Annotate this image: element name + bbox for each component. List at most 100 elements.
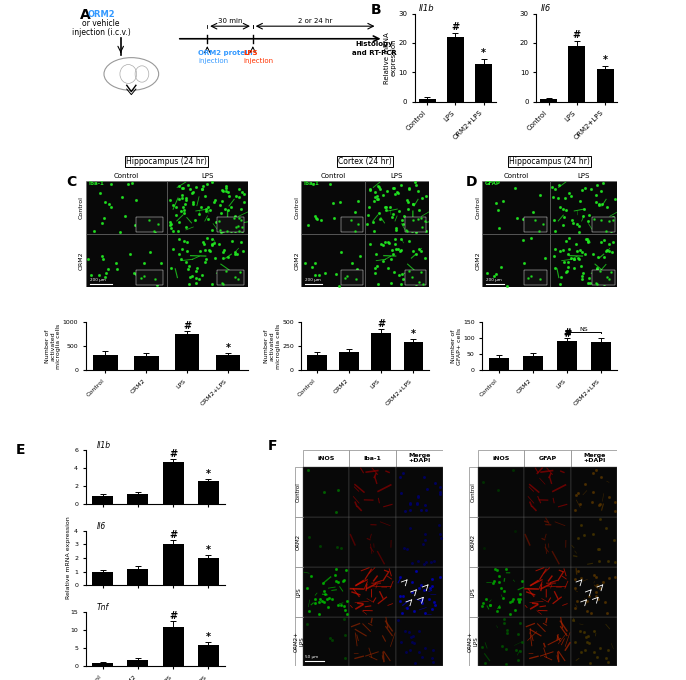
Point (375, 214, 386, 224)
Point (377, 256, 388, 267)
Point (184, 260, 195, 271)
Text: #: # (169, 611, 177, 622)
Point (554, 180, 565, 191)
Point (412, 268, 423, 279)
Point (401, 272, 412, 283)
Point (182, 180, 193, 191)
Point (495, 261, 506, 272)
Bar (550, 181, 617, 234)
Point (492, 564, 503, 575)
Bar (540, 99, 557, 102)
Point (216, 184, 227, 195)
Point (582, 216, 593, 227)
Bar (592, 217, 615, 232)
Point (549, 244, 560, 255)
Point (229, 272, 240, 283)
Point (600, 245, 611, 256)
Point (386, 254, 397, 265)
Point (176, 244, 187, 255)
Point (498, 585, 509, 596)
Point (335, 600, 346, 611)
Bar (163, 545, 184, 585)
Point (580, 233, 591, 244)
Point (409, 606, 420, 617)
Bar (349, 517, 396, 566)
Point (406, 217, 417, 228)
Point (394, 472, 405, 483)
Point (577, 274, 588, 285)
Point (409, 177, 420, 188)
Point (222, 187, 233, 198)
Text: 2 or 24 hr: 2 or 24 hr (298, 18, 332, 24)
Point (576, 246, 587, 257)
Point (310, 212, 321, 223)
Point (203, 201, 214, 212)
Point (321, 594, 332, 605)
Point (579, 183, 590, 194)
Text: #: # (563, 328, 571, 338)
Point (571, 245, 582, 256)
Point (560, 267, 571, 277)
Point (563, 248, 574, 259)
Text: Control: Control (78, 196, 83, 219)
Point (226, 226, 237, 237)
Point (220, 204, 230, 215)
Point (502, 280, 513, 291)
Text: #: # (573, 31, 581, 40)
Point (593, 594, 604, 605)
Point (375, 239, 386, 250)
Point (418, 277, 429, 288)
Bar (488, 358, 509, 371)
Point (582, 606, 593, 617)
Point (334, 280, 345, 291)
Point (576, 573, 587, 583)
Bar (524, 517, 571, 566)
Point (412, 498, 423, 509)
Point (573, 226, 584, 237)
Point (493, 602, 504, 613)
Text: F: F (268, 439, 277, 453)
Point (340, 605, 351, 615)
Point (324, 592, 335, 603)
Bar (524, 467, 571, 517)
Point (589, 219, 600, 230)
Point (416, 595, 427, 606)
Point (196, 270, 207, 281)
Point (420, 528, 431, 539)
Point (330, 506, 341, 517)
Point (491, 605, 502, 616)
Text: or vehicle: or vehicle (82, 19, 119, 28)
Bar (477, 449, 524, 467)
Point (111, 263, 122, 274)
Point (401, 226, 412, 237)
Point (590, 190, 601, 201)
Point (170, 202, 181, 213)
Bar (524, 449, 571, 467)
Point (171, 209, 182, 220)
Point (604, 216, 615, 227)
Point (198, 239, 209, 250)
Point (513, 597, 524, 608)
Point (191, 277, 202, 288)
Point (423, 594, 434, 605)
Point (413, 555, 424, 566)
Point (135, 273, 146, 284)
Point (403, 219, 414, 230)
Point (130, 269, 141, 280)
Text: 200 μm: 200 μm (305, 278, 320, 282)
Point (176, 205, 187, 216)
Bar (128, 494, 148, 504)
Point (548, 250, 559, 261)
Point (219, 244, 230, 255)
Point (603, 555, 614, 566)
Point (206, 177, 217, 188)
Point (373, 207, 384, 218)
Point (557, 203, 568, 214)
Bar (396, 566, 442, 617)
Point (210, 253, 221, 264)
Point (421, 484, 432, 495)
Point (594, 544, 605, 555)
Text: Iba-1: Iba-1 (364, 456, 381, 460)
Point (410, 180, 421, 191)
Point (561, 235, 572, 246)
